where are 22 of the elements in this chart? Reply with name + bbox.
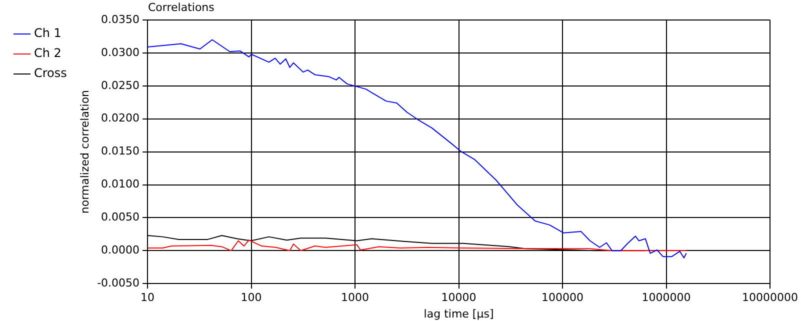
x-axis-title: lag time [µs] [424,307,494,320]
x-tick-label: 1000000 [642,291,691,304]
x-tick-label: 10 [140,291,155,304]
y-tick-label: 0.0300 [101,46,140,59]
legend-label: Cross [34,66,67,80]
x-tick-label: 100 [240,291,262,304]
legend-label: Ch 2 [34,46,62,60]
x-tick-label: 1000 [341,291,370,304]
y-tick-label: 0.0350 [101,12,140,26]
x-tick-label: 100000 [542,291,584,304]
y-tick-label: 0.0000 [101,244,140,257]
x-tick-label: 10000 [441,291,476,304]
y-tick-label: 0.0150 [101,144,140,158]
y-tick-label: -0.0050 [97,276,140,290]
y-tick-label: 0.0050 [101,210,140,224]
y-tick-label: 0.0200 [101,112,140,125]
x-tick-label: 10000000 [742,291,798,304]
legend-label: Ch 1 [34,26,62,40]
y-axis-title: normalized correlation [78,90,92,214]
y-tick-label: 0.0100 [101,178,140,191]
y-tick-label: 0.0250 [101,78,140,92]
chart-title: Correlations [148,1,214,14]
